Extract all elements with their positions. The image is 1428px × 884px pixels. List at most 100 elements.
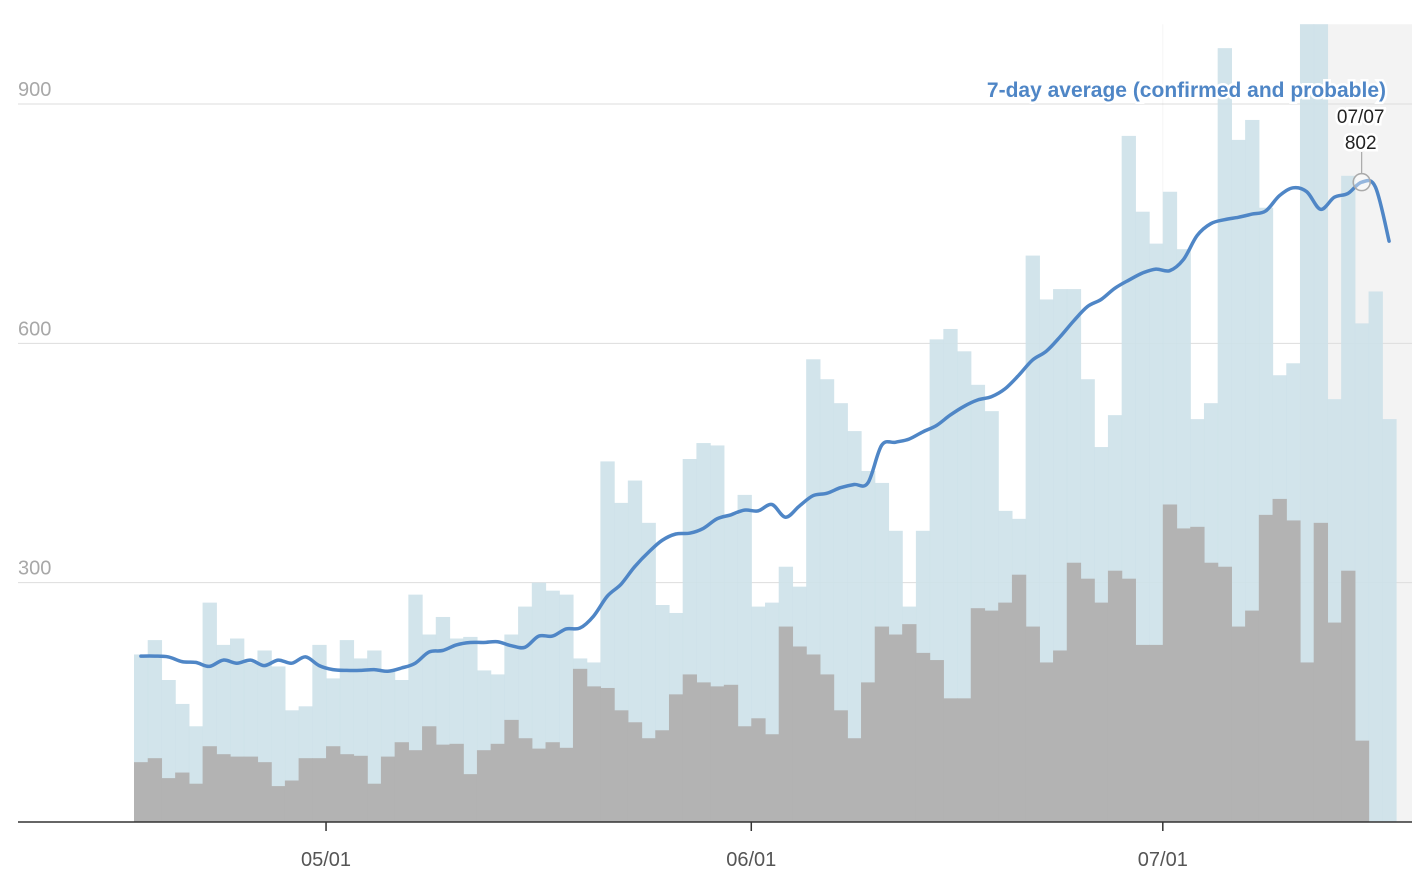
tooltip: 07/07 802 [1334, 105, 1387, 192]
probable-bar [312, 758, 327, 822]
probable-bar [723, 684, 739, 822]
probable-bars [134, 498, 1370, 822]
probable-bar [367, 783, 382, 822]
probable-bar [1176, 528, 1191, 822]
probable-bar [957, 698, 972, 822]
average-series-label: 7-day average (confirmed and probable) [987, 79, 1386, 102]
probable-bar [1272, 498, 1287, 822]
probable-bar [1341, 570, 1356, 822]
x-tick-label: 05/01 [301, 849, 351, 871]
y-tick-label: 300 [18, 558, 51, 580]
probable-bar [655, 730, 670, 822]
probable-bar [504, 719, 519, 822]
probable-bar [806, 654, 821, 822]
probable-bar [943, 698, 958, 822]
x-axis: 05/01 06/01 07/01 [18, 821, 1412, 871]
probable-bar [408, 750, 423, 822]
probable-bar [271, 786, 286, 822]
confirmed-bar [271, 666, 286, 822]
probable-bar [998, 602, 1013, 822]
probable-bar [1121, 578, 1136, 822]
probable-bar [175, 772, 190, 822]
probable-bar [422, 726, 437, 822]
probable-bar [449, 743, 464, 822]
probable-bar [1245, 610, 1260, 822]
confirmed-bar [367, 650, 382, 822]
probable-bar [284, 780, 300, 822]
probable-bar [627, 722, 643, 822]
probable-bar [518, 738, 533, 822]
probable-bar [298, 758, 313, 822]
probable-bar [1149, 644, 1164, 822]
tooltip-date: 07/07 [1337, 107, 1385, 128]
y-tick-label: 900 [18, 79, 51, 101]
probable-bar [531, 748, 547, 822]
seven-day-average-line [139, 178, 1391, 673]
probable-bar [572, 668, 588, 822]
x-tick-label: 07/01 [1138, 849, 1188, 871]
probable-bar [929, 660, 944, 822]
probable-bar [1313, 522, 1329, 822]
probable-bar [1286, 520, 1301, 822]
probable-bar [682, 674, 698, 822]
probable-bar [888, 634, 903, 822]
probable-bar [1190, 526, 1205, 822]
probable-bar [1107, 570, 1123, 822]
probable-bar [970, 608, 986, 822]
probable-bar [188, 783, 204, 822]
probable-bar [902, 624, 917, 822]
probable-bar [216, 754, 231, 822]
probable-bar [1135, 644, 1150, 822]
probable-bar [1066, 562, 1082, 822]
probable-bar [380, 756, 396, 822]
x-tick-label: 06/01 [726, 849, 776, 871]
probable-bar [1203, 562, 1219, 822]
probable-bar [696, 682, 711, 822]
probable-bar [600, 687, 615, 822]
probable-bar [819, 674, 835, 822]
y-axis: 300 600 900 [18, 79, 51, 580]
probable-bar [476, 750, 492, 822]
probable-bar [326, 746, 341, 822]
probable-bar [1080, 578, 1095, 822]
confirmed-bar [1368, 291, 1383, 822]
probable-bar [339, 754, 355, 822]
probable-bar [463, 774, 478, 822]
probable-bar [1039, 662, 1054, 822]
probable-bar [668, 694, 684, 822]
probable-bar [257, 762, 272, 822]
probable-bar [710, 686, 725, 822]
average-label: 7-day average (confirmed and probable) [984, 77, 1388, 105]
tooltip-point-marker [1352, 172, 1371, 192]
probable-bar [1327, 622, 1342, 822]
probable-bar [586, 686, 601, 822]
probable-bar [490, 743, 505, 822]
probable-bar [134, 762, 149, 822]
probable-bar [1162, 504, 1178, 822]
probable-bar [147, 758, 163, 822]
probable-bar [230, 756, 245, 822]
probable-bar [984, 610, 999, 822]
probable-bar [792, 646, 807, 822]
probable-bar [861, 682, 876, 822]
probable-bar [833, 710, 848, 822]
probable-bar [202, 746, 217, 822]
probable-bar [614, 710, 629, 822]
probable-bar [847, 738, 862, 822]
probable-bar [778, 626, 794, 822]
probable-bar [1094, 602, 1109, 822]
probable-bar [1025, 626, 1040, 822]
probable-bar [1258, 514, 1274, 822]
confirmed-bar [1354, 323, 1370, 822]
probable-bar [1053, 650, 1068, 822]
probable-bar [559, 747, 574, 822]
probable-bar [1011, 574, 1027, 822]
probable-bar [161, 778, 176, 822]
probable-bar [1231, 626, 1246, 822]
probable-bar [1217, 566, 1232, 822]
probable-bar [394, 742, 409, 822]
confirmed-bar [1299, 24, 1315, 822]
probable-bar [751, 718, 766, 822]
